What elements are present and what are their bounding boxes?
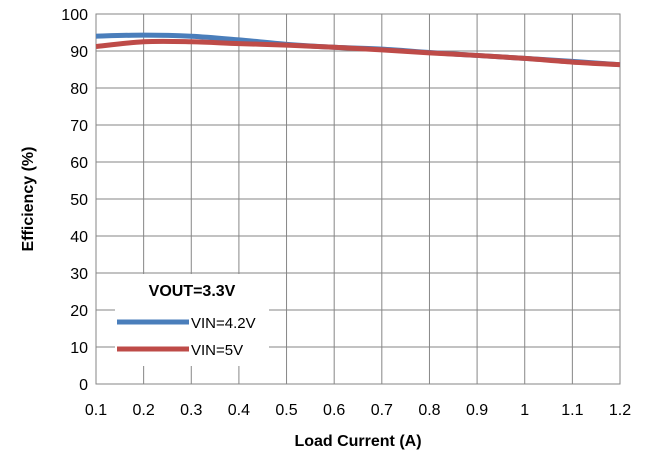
y-tick-label: 20 [70, 303, 88, 320]
x-tick-label: 1 [520, 402, 529, 419]
y-tick-label: 0 [79, 377, 88, 394]
x-tick-label: 0.6 [323, 402, 345, 419]
legend-label-1: VIN=4.2V [191, 315, 256, 332]
legend: VOUT=3.3V VIN=4.2V VIN=5V [115, 274, 269, 366]
x-tick-label: 0.5 [275, 402, 297, 419]
x-tick-label: 0.9 [466, 402, 488, 419]
y-tick-label: 100 [61, 7, 88, 24]
y-tick-label: 80 [70, 81, 88, 98]
y-tick-label: 10 [70, 340, 88, 357]
x-tick-label: 1.2 [609, 402, 631, 419]
y-tick-label: 50 [70, 192, 88, 209]
x-tick-label: 1.1 [561, 402, 583, 419]
y-tick-label: 40 [70, 229, 88, 246]
x-tick-label: 0.1 [85, 402, 107, 419]
x-tick-label: 0.3 [180, 402, 202, 419]
legend-title: VOUT=3.3V [149, 283, 236, 300]
y-tick-label: 70 [70, 118, 88, 135]
y-axis-ticks: 0 10 20 30 40 50 60 70 80 90 100 [61, 7, 88, 394]
x-tick-label: 0.4 [228, 402, 250, 419]
x-axis-ticks: 0.1 0.2 0.3 0.4 0.5 0.6 0.7 0.8 0.9 1 1.1 1.2 [85, 402, 631, 419]
x-tick-label: 0.8 [418, 402, 440, 419]
y-tick-label: 90 [70, 44, 88, 61]
series-line-2 [95, 38, 621, 68]
y-tick-label: 60 [70, 155, 88, 172]
y-axis-title: Efficiency (%) [20, 147, 37, 252]
y-tick-label: 30 [70, 266, 88, 283]
x-axis-title: Load Current (A) [294, 433, 421, 450]
x-tick-label: 0.7 [371, 402, 393, 419]
x-tick-label: 0.2 [133, 402, 155, 419]
legend-label-2: VIN=5V [191, 342, 243, 359]
series-lines [95, 32, 621, 68]
